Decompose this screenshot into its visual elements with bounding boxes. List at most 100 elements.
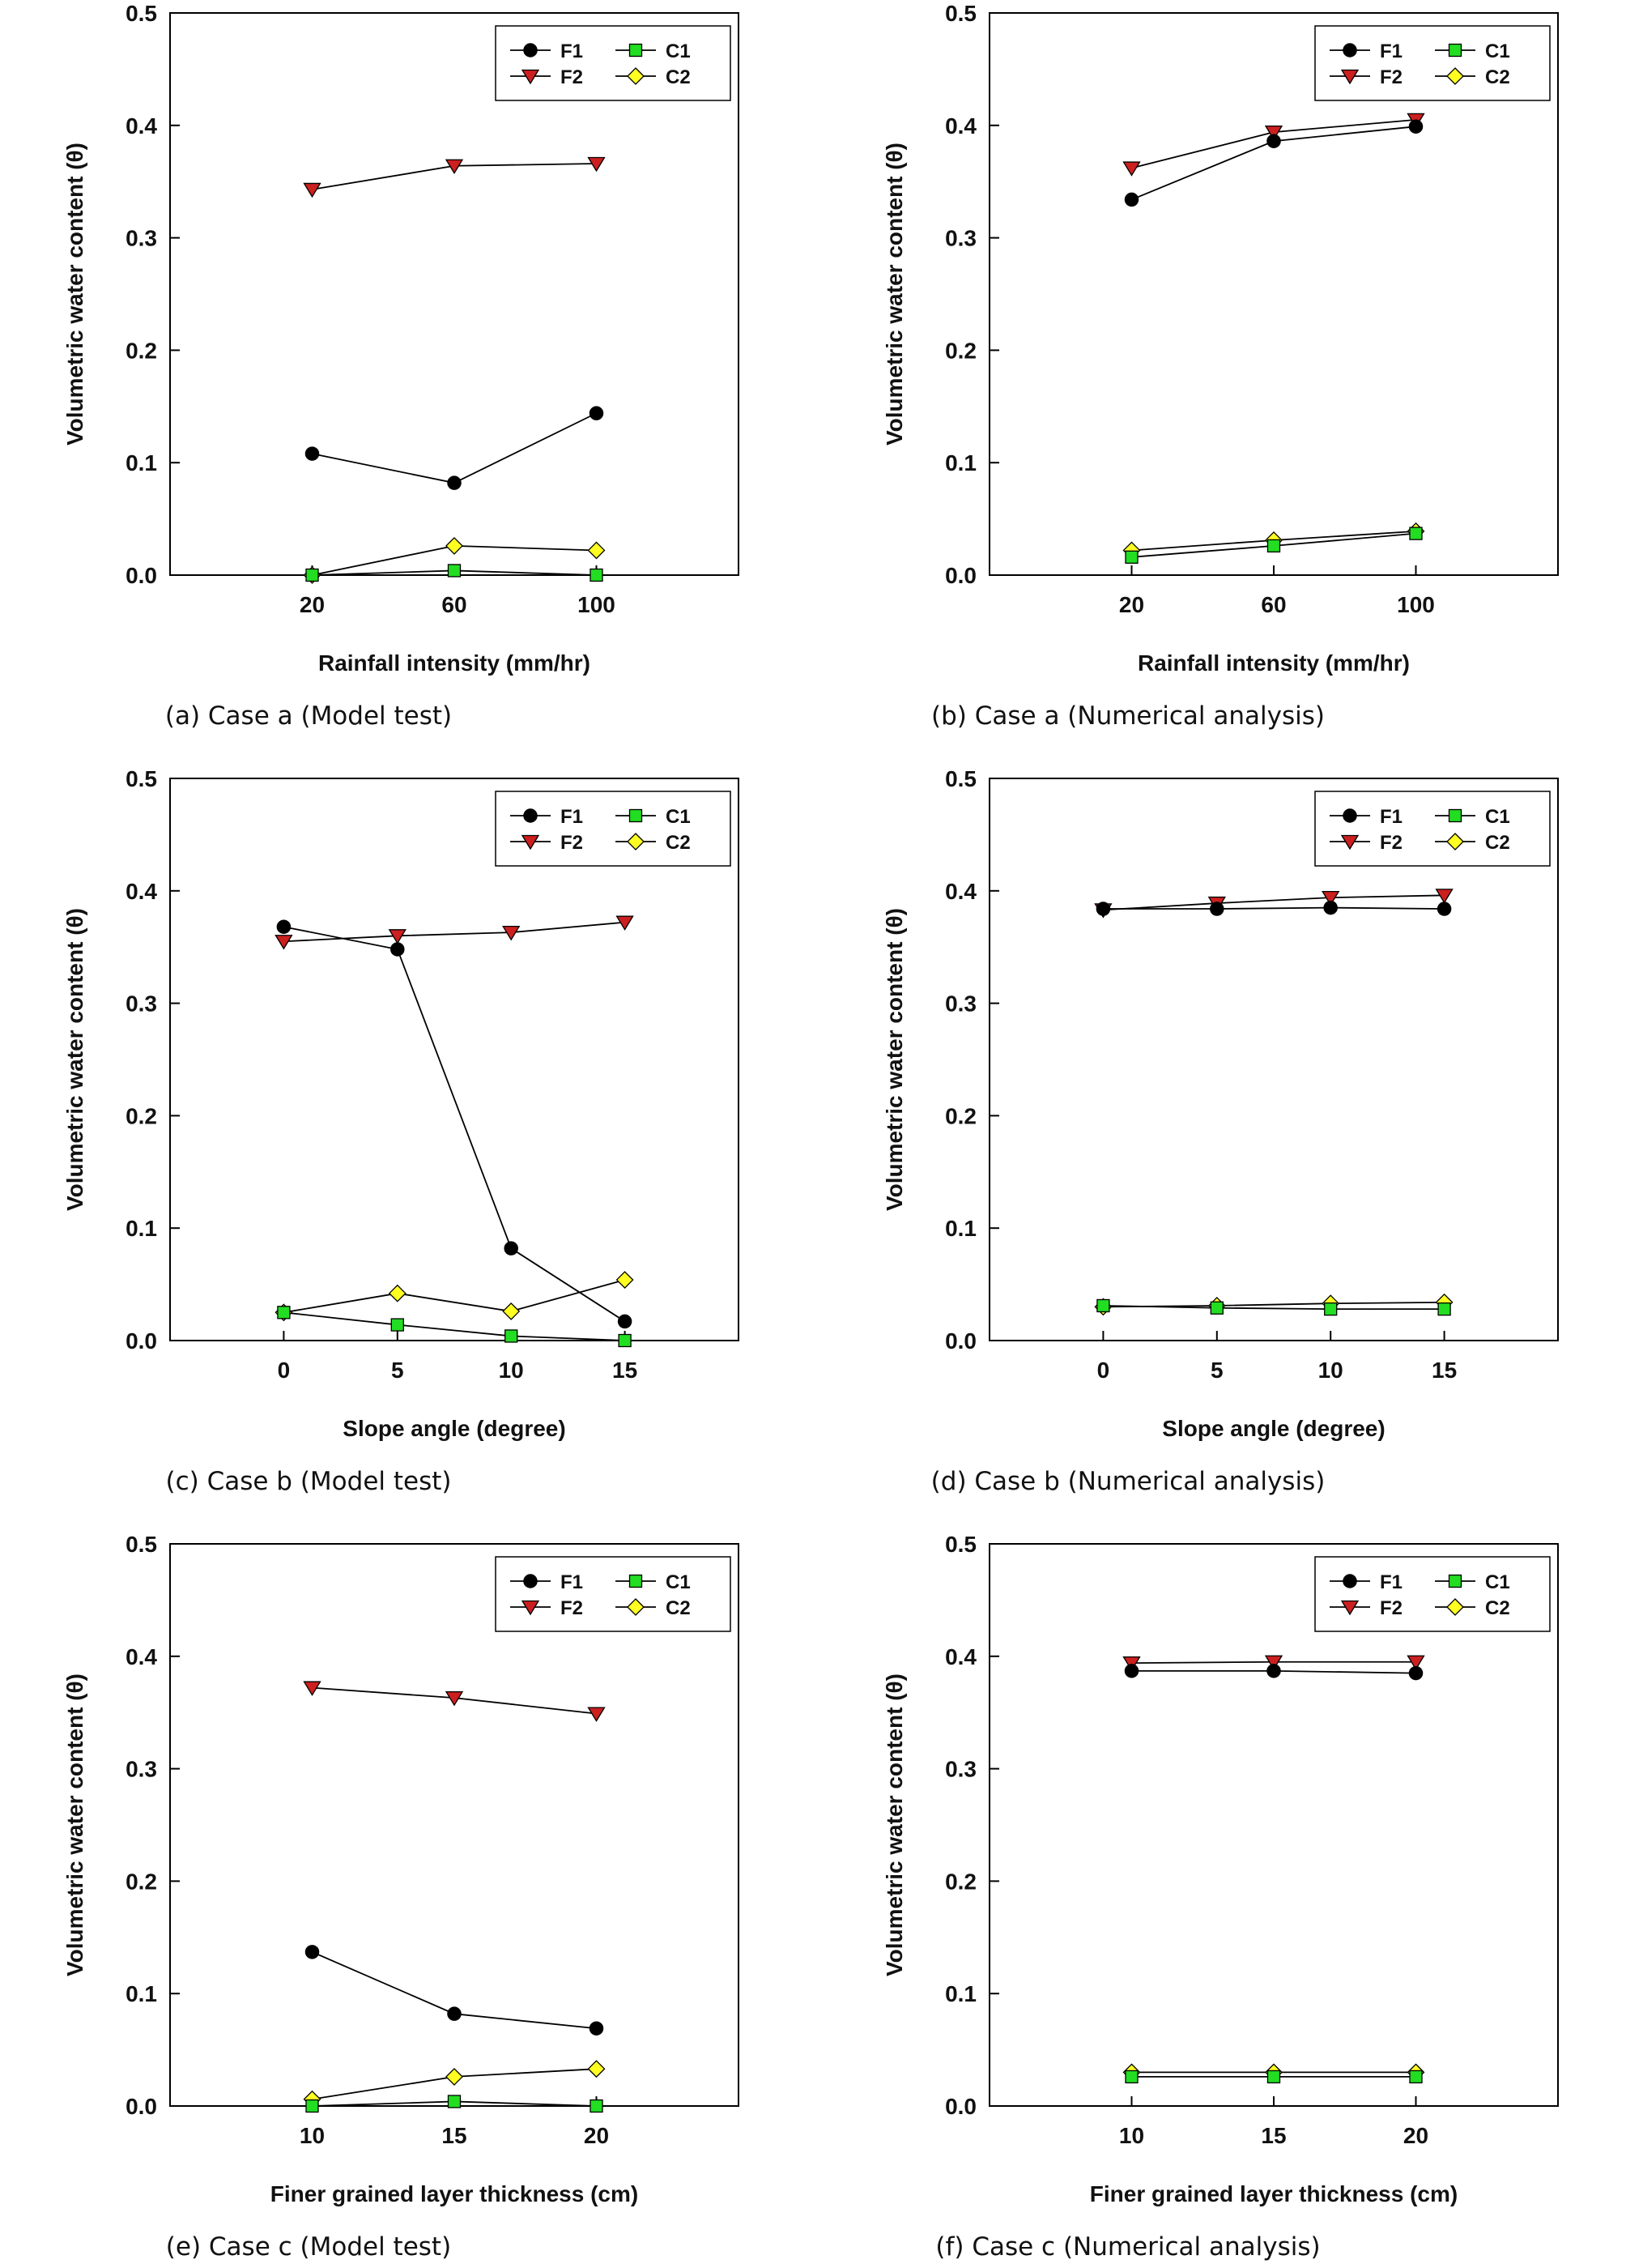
data-point-f1 bbox=[1124, 1664, 1139, 1678]
data-point-f2 bbox=[445, 159, 464, 175]
data-point-f2 bbox=[502, 926, 521, 941]
y-tick-label: 0.0 bbox=[945, 1328, 977, 1354]
legend-label-f2: F2 bbox=[1380, 832, 1403, 854]
y-tick-label: 0.0 bbox=[945, 2094, 977, 2119]
y-tick-label: 0.3 bbox=[126, 991, 157, 1017]
data-point-c1 bbox=[1324, 1302, 1338, 1316]
data-point-f2 bbox=[587, 156, 606, 173]
data-point-c1 bbox=[447, 564, 462, 578]
data-point-c1 bbox=[305, 568, 319, 582]
x-tick-label: 15 bbox=[1432, 1358, 1457, 1383]
legend-marker-f2 bbox=[521, 1600, 540, 1616]
legend-label-c1: C1 bbox=[1485, 806, 1510, 828]
legend-marker-c2 bbox=[1446, 1598, 1464, 1616]
y-tick-label: 0.2 bbox=[126, 1869, 157, 1894]
chart-panel-c: 0.0 0.1 0.2 0.3 0.4 0.5 0 5 10 15 Slope angle (deg… bbox=[62, 766, 739, 1496]
y-tick-label: 0.1 bbox=[945, 450, 977, 475]
data-point-f1 bbox=[1323, 900, 1338, 915]
panel-caption: (b) Case a (Numerical analysis) bbox=[931, 701, 1325, 731]
legend-label-c2: C2 bbox=[666, 1597, 691, 1619]
series-line-f2 bbox=[1103, 894, 1445, 911]
data-point-c1 bbox=[305, 2099, 319, 2113]
legend-box bbox=[495, 1556, 731, 1632]
legend-label-f2: F2 bbox=[1380, 66, 1403, 88]
y-tick-label: 0.5 bbox=[126, 766, 157, 791]
legend-marker-f1 bbox=[1343, 808, 1357, 823]
legend-label-f1: F1 bbox=[1380, 806, 1403, 828]
data-point-f1 bbox=[1096, 902, 1111, 916]
legend-label-f2: F2 bbox=[560, 66, 583, 88]
data-point-f2 bbox=[303, 1681, 321, 1696]
legend-marker-f2 bbox=[521, 69, 540, 85]
legend-label-c1: C1 bbox=[666, 1571, 691, 1593]
legend-marker-c2 bbox=[1446, 67, 1464, 85]
data-point-c1 bbox=[277, 1306, 291, 1319]
y-tick-label: 0.3 bbox=[945, 991, 977, 1017]
series-line-f2 bbox=[283, 921, 625, 943]
y-tick-label: 0.3 bbox=[126, 226, 157, 251]
y-tick-label: 0.0 bbox=[126, 1328, 157, 1354]
x-tick-label: 0 bbox=[1097, 1358, 1110, 1383]
series-line-c2 bbox=[283, 1279, 625, 1314]
y-tick-label: 0.1 bbox=[126, 1981, 157, 2006]
x-axis-label: Rainfall intensity (mm/hr) bbox=[1138, 650, 1410, 676]
x-tick-label: 5 bbox=[391, 1358, 404, 1383]
legend-marker-c2 bbox=[627, 1598, 645, 1616]
y-axis-label: Volumetric water content (θ) bbox=[62, 908, 87, 1211]
legend-label-f1: F1 bbox=[560, 806, 583, 828]
data-point-c1 bbox=[1409, 2070, 1423, 2084]
y-axis-label: Volumetric water content (θ) bbox=[882, 908, 907, 1211]
x-tick-label: 100 bbox=[577, 592, 615, 617]
y-tick-label: 0.2 bbox=[126, 1103, 157, 1128]
y-tick-label: 0.1 bbox=[945, 1216, 977, 1241]
chart-panel-a: 0.0 0.1 0.2 0.3 0.4 0.5 20 60 100 Rainfall intens… bbox=[62, 1, 739, 731]
data-point-c1 bbox=[618, 1333, 632, 1348]
data-point-f1 bbox=[447, 2006, 462, 2021]
x-axis-label: Slope angle (degree) bbox=[1162, 1416, 1385, 1441]
data-point-c2 bbox=[445, 2067, 463, 2086]
data-point-c1 bbox=[447, 2095, 462, 2108]
legend-label-c2: C2 bbox=[666, 832, 691, 854]
data-point-c1 bbox=[1125, 550, 1139, 564]
x-tick-label: 20 bbox=[584, 2123, 609, 2148]
data-point-f1 bbox=[617, 1314, 632, 1329]
data-point-f1 bbox=[1266, 134, 1281, 148]
legend-label-c1: C1 bbox=[1485, 40, 1510, 62]
legend-marker-c2 bbox=[1446, 833, 1464, 850]
data-point-f1 bbox=[1266, 1664, 1281, 1678]
legend-marker-f2 bbox=[1340, 69, 1360, 85]
data-point-f2 bbox=[445, 1691, 464, 1707]
y-tick-label: 0.3 bbox=[945, 1757, 977, 1782]
data-point-c1 bbox=[590, 2099, 603, 2113]
y-tick-label: 0.4 bbox=[126, 113, 157, 139]
y-tick-label: 0.1 bbox=[126, 450, 157, 475]
legend: F1 C1 F2 C2 bbox=[1314, 25, 1551, 101]
x-tick-label: 10 bbox=[499, 1358, 524, 1383]
y-axis-label: Volumetric water content (θ) bbox=[62, 143, 87, 446]
legend: F1 C1 F2 C2 bbox=[495, 1556, 731, 1632]
data-point-f2 bbox=[1122, 1656, 1141, 1672]
legend-marker-f1 bbox=[1343, 1574, 1357, 1588]
y-tick-label: 0.5 bbox=[945, 766, 977, 791]
data-point-c1 bbox=[1096, 1298, 1110, 1313]
y-tick-label: 0.0 bbox=[945, 563, 977, 588]
x-axis-label: Finer grained layer thickness (cm) bbox=[270, 2181, 638, 2206]
data-point-f1 bbox=[276, 919, 292, 934]
data-point-f1 bbox=[1210, 902, 1224, 916]
chart-panel-e: 0.0 0.1 0.2 0.3 0.4 0.5 10 15 20 Finer grained la… bbox=[62, 1532, 739, 2262]
y-tick-label: 0.4 bbox=[945, 1644, 977, 1669]
data-point-c2 bbox=[502, 1302, 521, 1320]
data-point-f2 bbox=[587, 1707, 606, 1722]
legend-label-f1: F1 bbox=[1380, 1571, 1403, 1593]
legend-marker-c1 bbox=[628, 43, 643, 58]
legend-marker-f1 bbox=[523, 808, 538, 823]
data-point-f2 bbox=[1322, 890, 1340, 906]
chart-panel-d: 0.0 0.1 0.2 0.3 0.4 0.5 0 5 10 15 Slope angle (deg… bbox=[882, 766, 1559, 1496]
y-tick-label: 0.4 bbox=[945, 879, 977, 904]
series-line-c1 bbox=[283, 1311, 625, 1341]
legend-marker-c2 bbox=[627, 833, 645, 850]
data-point-f2 bbox=[1264, 1655, 1283, 1670]
legend: F1 C1 F2 C2 bbox=[1314, 791, 1551, 867]
legend: F1 C1 F2 C2 bbox=[495, 791, 731, 867]
